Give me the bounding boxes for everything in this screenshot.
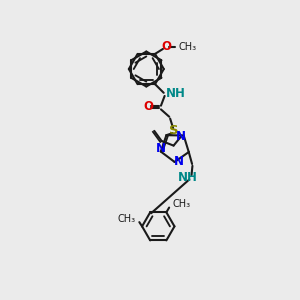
Text: N: N — [176, 130, 185, 143]
Text: O: O — [162, 40, 172, 53]
Text: S: S — [169, 124, 178, 137]
Text: N: N — [156, 142, 166, 155]
Text: CH₃: CH₃ — [173, 200, 191, 209]
Text: CH₃: CH₃ — [179, 42, 197, 52]
Text: CH₃: CH₃ — [118, 214, 136, 224]
Text: NH: NH — [178, 171, 197, 184]
Text: N: N — [174, 154, 184, 167]
Text: NH: NH — [166, 87, 185, 100]
Text: O: O — [143, 100, 153, 113]
